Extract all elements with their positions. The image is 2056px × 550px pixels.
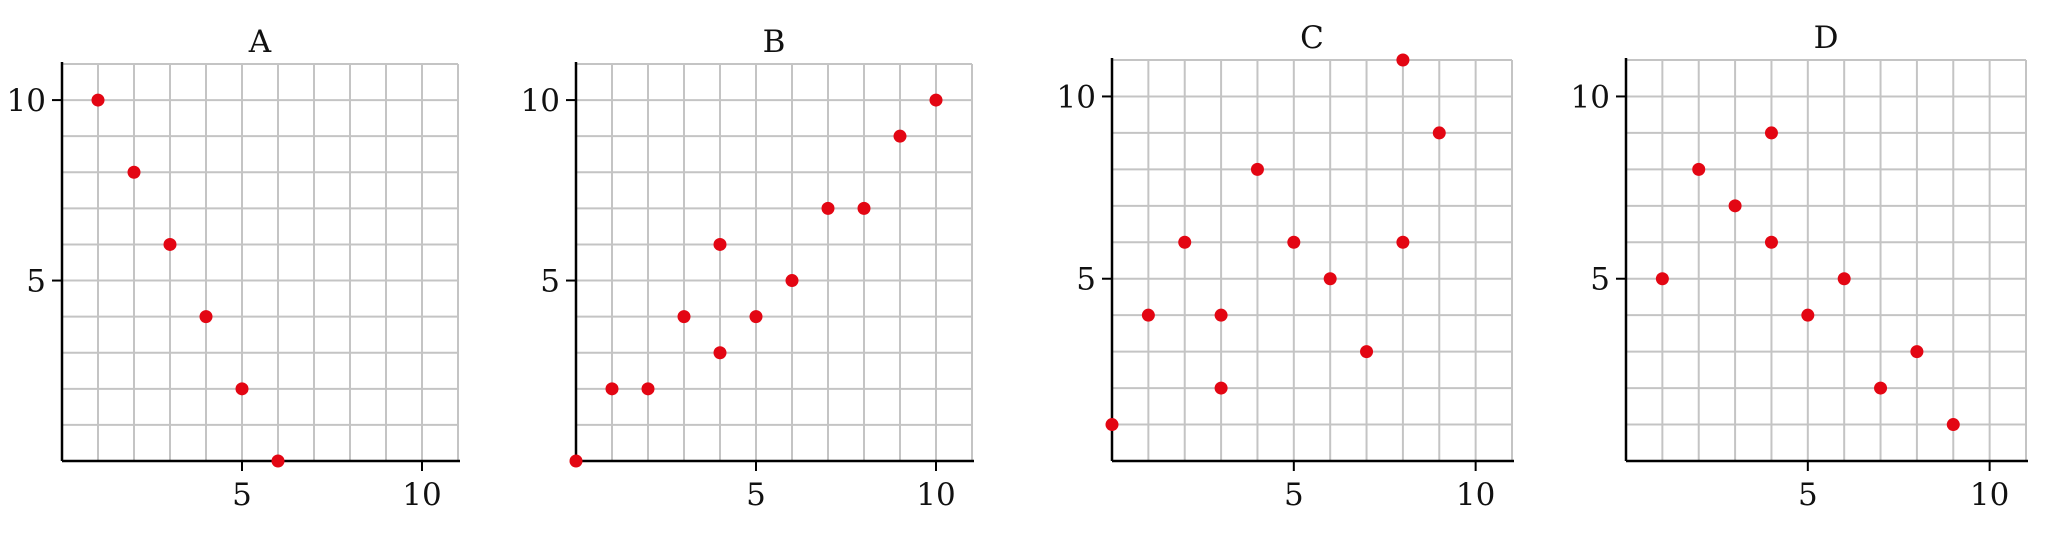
grid <box>1112 59 1513 461</box>
data-point <box>1432 126 1446 140</box>
x-tick-label: 5 <box>232 477 252 513</box>
data-point <box>1287 235 1301 249</box>
y-tick-label: 10 <box>7 83 46 119</box>
grid <box>576 63 973 461</box>
x-tick-label: 10 <box>1456 477 1495 513</box>
y-tick-label: 5 <box>1076 262 1096 298</box>
chart-panel-a: A 5 10 5 10 <box>0 0 514 550</box>
chart-panel-b: B 5 10 5 10 <box>514 0 1028 550</box>
data-point <box>1764 126 1778 140</box>
data-point <box>1396 235 1410 249</box>
data-point <box>1655 272 1669 286</box>
data-point <box>235 382 249 396</box>
data-point <box>929 93 943 107</box>
data-points <box>569 93 943 468</box>
x-tick-label: 10 <box>916 477 955 513</box>
data-point <box>1692 162 1706 176</box>
data-point <box>713 237 727 251</box>
data-points <box>1655 126 1960 432</box>
data-point <box>199 310 213 324</box>
data-point <box>821 201 835 215</box>
chart-title: A <box>248 24 272 60</box>
data-point <box>163 237 177 251</box>
data-point <box>271 454 285 468</box>
scatter-chart-a: A 5 10 5 10 <box>7 24 460 513</box>
chart-title: C <box>1300 20 1324 56</box>
data-point <box>1214 381 1228 395</box>
x-tick-label: 10 <box>402 477 441 513</box>
data-point <box>749 310 763 324</box>
data-point <box>1360 345 1374 359</box>
data-point <box>1250 162 1264 176</box>
data-point <box>1801 308 1815 322</box>
data-point <box>1178 235 1192 249</box>
data-point <box>1105 418 1119 432</box>
x-tick-label: 10 <box>1970 477 2009 513</box>
scatter-chart-c: C 5 10 5 10 <box>1057 20 1514 513</box>
data-point <box>1764 235 1778 249</box>
chart-title: D <box>1814 20 1839 56</box>
scatter-chart-d: D 5 10 5 10 <box>1571 20 2028 513</box>
data-point <box>1728 199 1742 213</box>
y-tick-label: 10 <box>521 83 560 119</box>
data-point <box>785 274 799 288</box>
data-point <box>1837 272 1851 286</box>
data-point <box>1396 53 1410 67</box>
data-point <box>569 454 583 468</box>
data-point <box>641 382 655 396</box>
y-tick-label: 5 <box>1590 262 1610 298</box>
x-tick-label: 5 <box>1798 477 1818 513</box>
y-tick-label: 5 <box>26 264 46 300</box>
data-point <box>893 129 907 143</box>
chart-panel-c: C 5 10 5 10 <box>1028 0 1542 550</box>
x-tick-label: 5 <box>746 477 766 513</box>
y-tick-label: 10 <box>1057 79 1096 115</box>
chart-panel-d: D 5 10 5 10 <box>1542 0 2056 550</box>
data-points <box>1105 53 1446 432</box>
scatter-chart-b: B 5 10 5 10 <box>521 24 974 513</box>
data-point <box>1874 381 1888 395</box>
data-point <box>1946 418 1960 432</box>
chart-title: B <box>763 24 786 60</box>
data-point <box>677 310 691 324</box>
data-point <box>1141 308 1155 322</box>
data-point <box>1910 345 1924 359</box>
y-tick-label: 10 <box>1571 79 1610 115</box>
grid <box>62 63 459 461</box>
data-point <box>1323 272 1337 286</box>
data-point <box>91 93 105 107</box>
y-tick-label: 5 <box>540 264 560 300</box>
data-point <box>1214 308 1228 322</box>
data-point <box>857 201 871 215</box>
data-point <box>127 165 141 179</box>
grid <box>1626 59 2027 461</box>
x-tick-label: 5 <box>1284 477 1304 513</box>
data-points <box>91 93 285 468</box>
data-point <box>605 382 619 396</box>
data-point <box>713 346 727 360</box>
